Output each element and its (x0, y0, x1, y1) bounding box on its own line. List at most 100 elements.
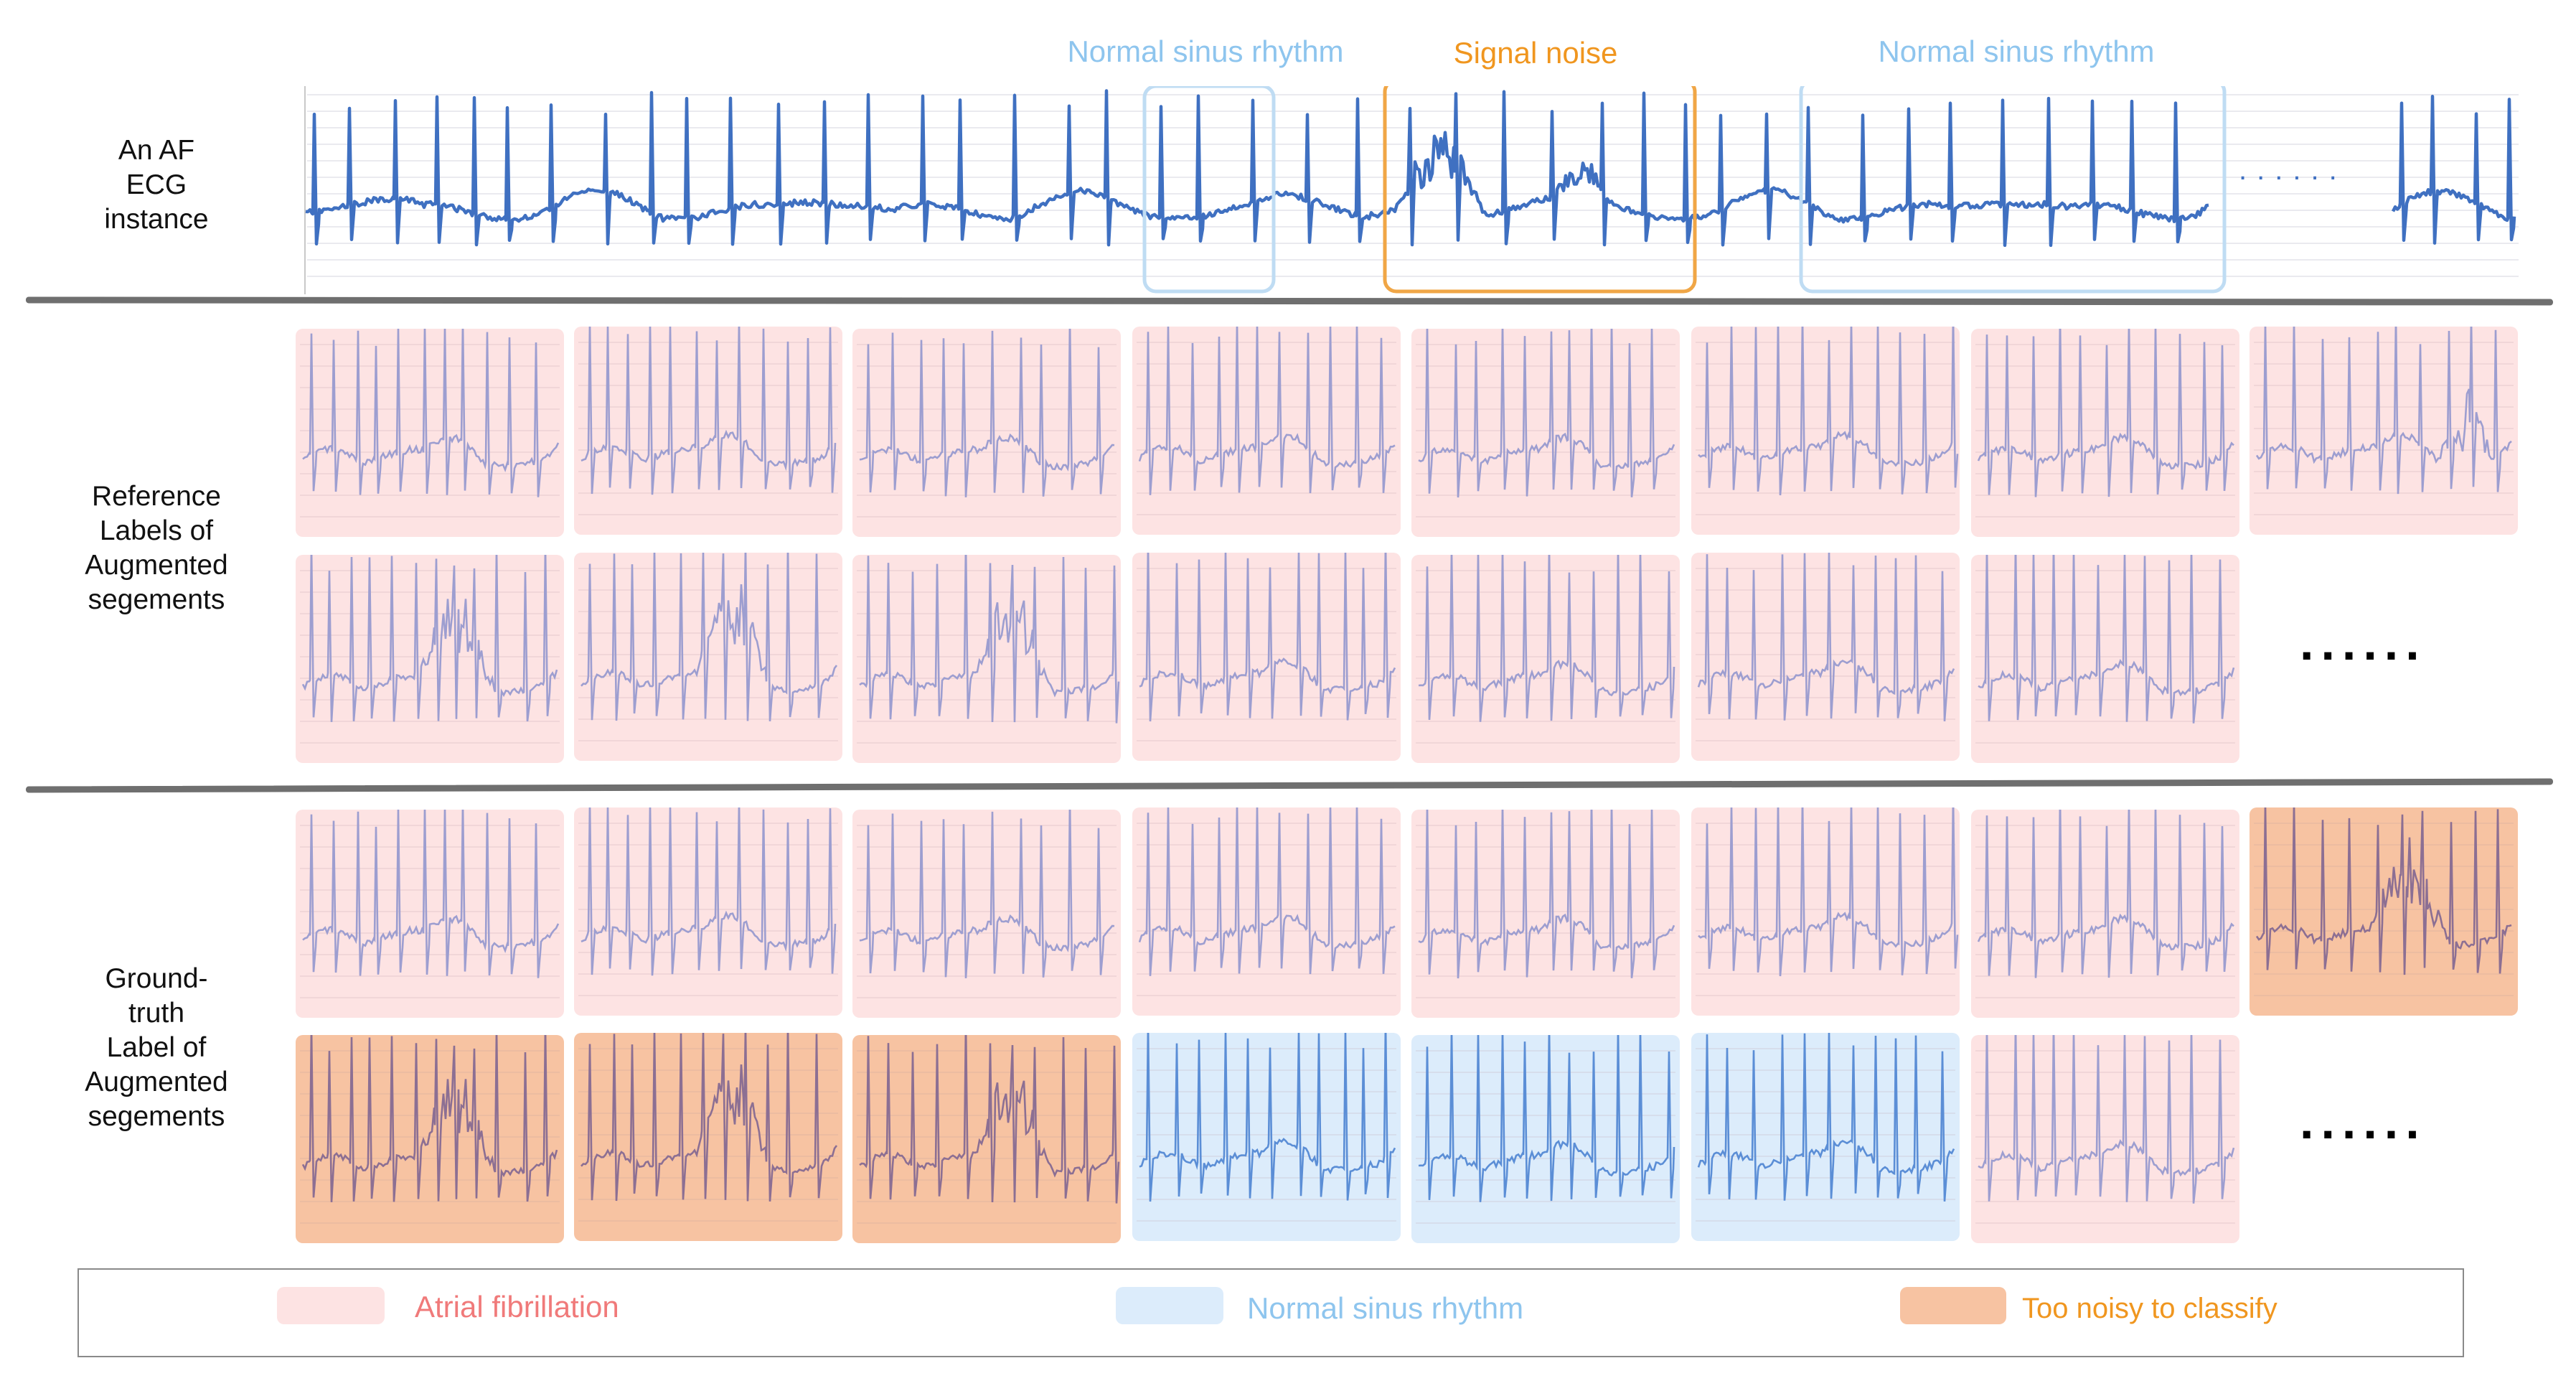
segment-tile-af (1971, 555, 2239, 763)
segment-ecg-trace (1978, 555, 2235, 724)
segment-background (1411, 329, 1680, 537)
segment-ecg-trace (1977, 810, 2234, 978)
segment-tile-af (1971, 329, 2239, 537)
legend-swatch-nsr (1116, 1287, 1223, 1324)
ground-truth-label-line-4: segements (88, 1101, 225, 1132)
instance-label-line-2: ECG (126, 169, 187, 200)
segment-background (1971, 555, 2239, 763)
segment-ecg-trace (1698, 807, 1959, 977)
segment-tile-af (1691, 807, 1960, 1016)
signal-noise-box (1383, 86, 1697, 294)
segment-ecg-trace (1139, 1033, 1396, 1202)
ecg-instance-plot: ...... (304, 86, 2519, 294)
section-divider-bottom (25, 778, 2554, 793)
segment-ecg-trace (580, 1033, 838, 1202)
ground-truth-label-line-1: Ground-truth (105, 963, 208, 1029)
segment-tile-af (852, 329, 1121, 537)
reference-row-label: Reference Labels of Augmented segements (77, 479, 235, 617)
segment-background (1132, 553, 1401, 761)
instance-label-line-3: instance (104, 204, 209, 235)
segment-ecg-trace (2255, 327, 2512, 495)
segment-tile-af (1971, 810, 2239, 1018)
segment-tile-af (296, 810, 564, 1018)
segment-ecg-trace (580, 807, 837, 976)
ground-truth-row-label: Ground-truth Label of Augmented segement… (77, 962, 235, 1134)
segment-tile-af (2250, 327, 2518, 535)
segment-ecg-trace (2255, 807, 2512, 975)
reference-ellipsis: ...... (2300, 614, 2427, 670)
segment-ecg-trace (859, 1035, 1120, 1204)
segment-tile-nsr (1411, 1035, 1680, 1243)
segment-background (1971, 1035, 2239, 1243)
segment-ecg-trace (301, 1035, 558, 1202)
segment-tile-af (1132, 553, 1401, 761)
reference-label-line-1: Reference (92, 481, 221, 512)
instance-gap-dots: ...... (2239, 154, 2347, 186)
annotation-nsr-left: Normal sinus rhythm (1067, 34, 1344, 68)
segment-background (852, 1035, 1121, 1243)
ground-truth-label-line-3: Augmented (85, 1067, 228, 1097)
ground-truth-ellipsis: ...... (2300, 1093, 2427, 1149)
segment-background (1132, 1033, 1401, 1241)
segment-tile-af (1691, 553, 1960, 761)
segment-tile-af (574, 327, 842, 535)
segment-ecg-trace (302, 329, 560, 497)
section-divider-top (25, 296, 2554, 306)
ecg-instance-trace-tail (2391, 95, 2516, 245)
instance-row-label: An AF ECG instance (77, 134, 235, 237)
segment-background (1132, 807, 1401, 1016)
segment-background (852, 555, 1121, 763)
segment-background (1411, 810, 1680, 1018)
legend-swatch-noisy (1900, 1287, 2006, 1324)
segment-background (2250, 327, 2518, 535)
segment-tile-af (1971, 1035, 2239, 1243)
segment-tile-af (296, 555, 564, 763)
segment-tile-af (1411, 329, 1680, 537)
segment-ecg-trace (859, 555, 1120, 724)
segment-tile-af (574, 553, 842, 761)
segment-ecg-trace (1418, 810, 1675, 979)
segment-ecg-trace (1698, 327, 1959, 496)
segment-tile-af (1132, 327, 1401, 535)
segment-tile-af (1132, 807, 1401, 1016)
segment-ecg-trace (1418, 555, 1675, 722)
segment-ecg-trace (1139, 553, 1396, 722)
segment-tile-af (1411, 810, 1680, 1018)
segment-ecg-trace (859, 810, 1115, 978)
segment-tile-noisy (296, 1035, 564, 1243)
reference-label-line-2: Labels of (99, 515, 214, 546)
segment-ecg-trace (580, 553, 838, 721)
segment-ecg-trace (1697, 553, 1955, 721)
legend-label-nsr: Normal sinus rhythm (1247, 1291, 1524, 1325)
segment-background (1691, 1033, 1960, 1241)
segment-tile-af (852, 555, 1121, 763)
segment-tile-af (1691, 327, 1960, 535)
reference-label-line-3: Augmented (85, 550, 228, 581)
segment-ecg-trace (1978, 1035, 2235, 1204)
segment-background (852, 810, 1121, 1018)
legend-label-noisy: Too noisy to classify (2022, 1293, 2277, 1324)
nsr-box-left (1142, 86, 1276, 294)
segment-tile-nsr (1132, 1033, 1401, 1241)
segment-ecg-trace (580, 327, 837, 495)
segment-ecg-trace (859, 329, 1115, 497)
segment-tile-noisy (852, 1035, 1121, 1243)
segment-ecg-trace (1697, 1033, 1955, 1202)
segment-tile-noisy (2250, 807, 2518, 1016)
segment-ecg-trace (1138, 327, 1396, 495)
segment-tile-af (574, 807, 842, 1016)
segment-tile-af (852, 810, 1121, 1018)
segment-background (852, 329, 1121, 537)
annotation-signal-noise: Signal noise (1453, 36, 1618, 70)
annotation-nsr-right: Normal sinus rhythm (1878, 34, 2155, 68)
segment-tile-noisy (574, 1033, 842, 1241)
legend-swatch-af (277, 1287, 385, 1324)
segment-background (1132, 327, 1401, 535)
segment-tile-af (1411, 555, 1680, 763)
segment-background (1691, 553, 1960, 761)
segment-background (574, 327, 842, 535)
reference-label-line-4: segements (88, 584, 225, 615)
segment-background (296, 810, 564, 1018)
segment-ecg-trace (1418, 1035, 1675, 1202)
